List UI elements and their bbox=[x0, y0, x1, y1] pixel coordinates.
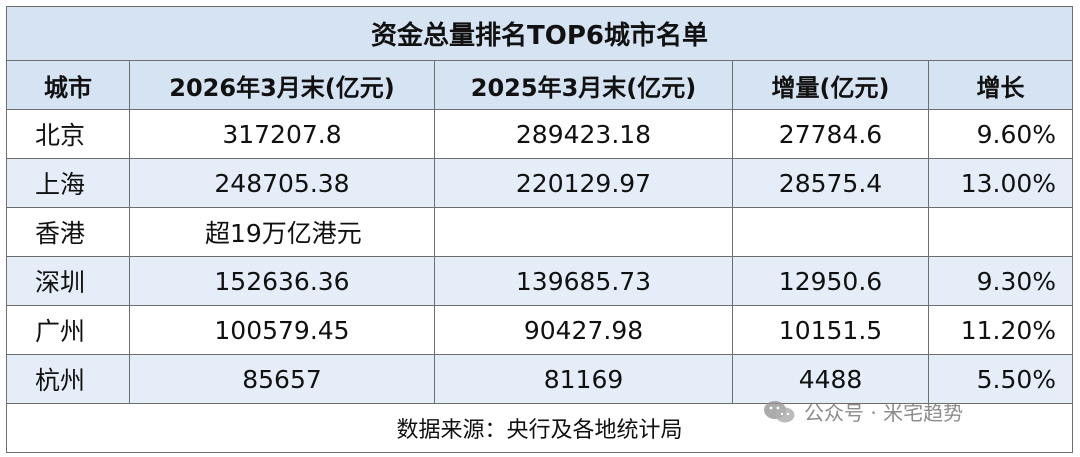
value-2026-cell: 85657 bbox=[129, 354, 435, 404]
growth-cell: 13.00% bbox=[927, 158, 1074, 208]
city-cell: 香港 bbox=[6, 207, 130, 257]
watermark: 公众号 · 米宅趋势 bbox=[762, 397, 963, 426]
value-2026-cell: 152636.36 bbox=[129, 256, 435, 306]
title-row: 资金总量排名TOP6城市名单 bbox=[5, 6, 1074, 61]
table-row: 广州 100579.45 90427.98 10151.5 11.20% bbox=[6, 305, 1074, 355]
header-growth: 增长 bbox=[927, 60, 1074, 110]
growth-cell: 11.20% bbox=[927, 305, 1074, 355]
increase-cell: 28575.4 bbox=[732, 158, 929, 208]
table-row: 杭州 85657 81169 4488 5.50% bbox=[6, 354, 1074, 404]
table-row: 深圳 152636.36 139685.73 12950.6 9.30% bbox=[6, 256, 1074, 306]
city-cell: 广州 bbox=[6, 305, 130, 355]
header-row: 城市 2026年3月末(亿元) 2025年3月末(亿元) 增量(亿元) 增长 bbox=[6, 60, 1074, 110]
value-2025-cell: 90427.98 bbox=[434, 305, 733, 355]
source-note: 数据来源：央行及各地统计局 bbox=[5, 403, 1074, 453]
table-row: 上海 248705.38 220129.97 28575.4 13.00% bbox=[6, 158, 1074, 208]
table-title: 资金总量排名TOP6城市名单 bbox=[5, 6, 1074, 61]
city-cell: 北京 bbox=[6, 109, 130, 159]
city-cell: 深圳 bbox=[6, 256, 130, 306]
watermark-text: 公众号 · 米宅趋势 bbox=[804, 401, 964, 425]
growth-cell: 5.50% bbox=[927, 354, 1074, 404]
value-2026-cell: 超19万亿港元 bbox=[129, 207, 435, 257]
growth-cell bbox=[927, 207, 1074, 257]
header-city: 城市 bbox=[6, 60, 130, 110]
value-2025-cell: 220129.97 bbox=[434, 158, 733, 208]
city-cell: 杭州 bbox=[6, 354, 130, 404]
increase-cell: 10151.5 bbox=[732, 305, 929, 355]
header-2026: 2026年3月末(亿元) bbox=[129, 60, 435, 110]
value-2025-cell: 289423.18 bbox=[434, 109, 733, 159]
growth-cell: 9.30% bbox=[927, 256, 1074, 306]
increase-cell: 27784.6 bbox=[732, 109, 929, 159]
value-2025-cell bbox=[434, 207, 733, 257]
wechat-icon bbox=[764, 400, 795, 422]
value-2026-cell: 317207.8 bbox=[129, 109, 435, 159]
value-2026-cell: 100579.45 bbox=[129, 305, 435, 355]
increase-cell: 12950.6 bbox=[732, 256, 929, 306]
header-2025: 2025年3月末(亿元) bbox=[434, 60, 733, 110]
growth-cell: 9.60% bbox=[927, 109, 1074, 159]
value-2025-cell: 81169 bbox=[434, 354, 733, 404]
value-2026-cell: 248705.38 bbox=[129, 158, 435, 208]
table-row: 香港 超19万亿港元 bbox=[6, 207, 1074, 257]
table-row: 北京 317207.8 289423.18 27784.6 9.60% bbox=[6, 109, 1074, 159]
value-2025-cell: 139685.73 bbox=[434, 256, 733, 306]
header-increase: 增量(亿元) bbox=[732, 60, 929, 110]
city-cell: 上海 bbox=[6, 158, 130, 208]
increase-cell: 4488 bbox=[732, 354, 929, 404]
city-funds-table: 资金总量排名TOP6城市名单 城市 2026年3月末(亿元) 2025年3月末(… bbox=[5, 6, 1074, 453]
increase-cell bbox=[732, 207, 929, 257]
source-row: 数据来源：央行及各地统计局 bbox=[5, 403, 1074, 453]
